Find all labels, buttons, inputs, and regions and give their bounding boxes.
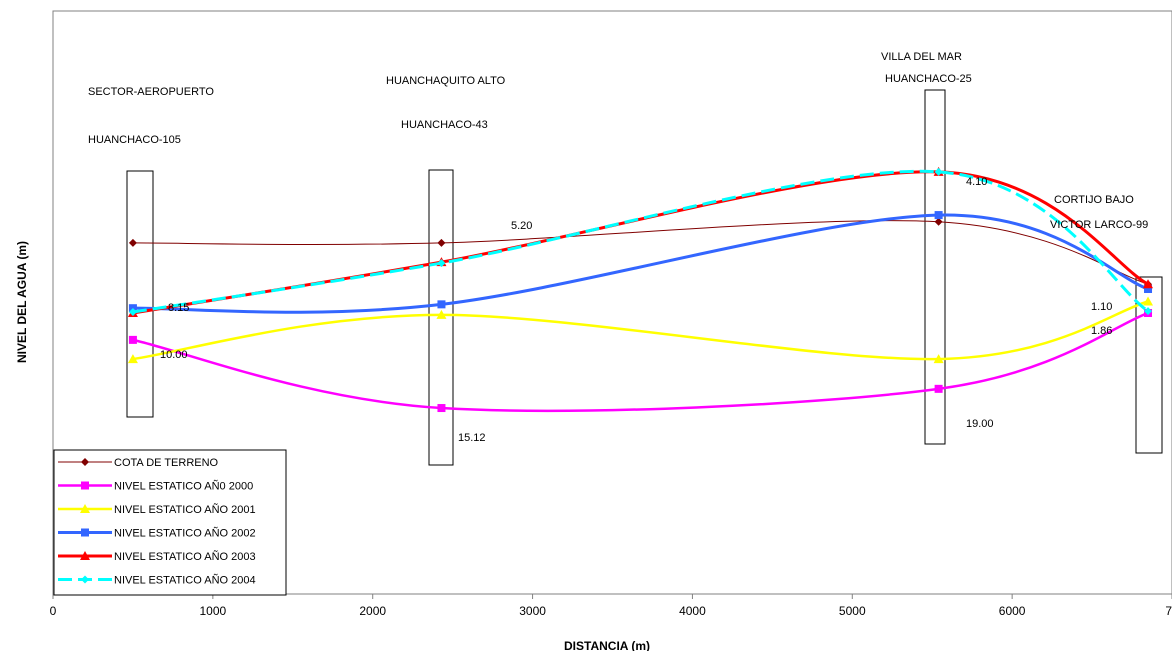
series-line-cota-de-terreno bbox=[132, 220, 1149, 285]
legend-item-nivel-estatico-a-0-2000: NIVEL ESTATICO AÑ0 2000 bbox=[58, 480, 253, 493]
legend-label-nivel-estatico-a-o-2001: NIVEL ESTATICO AÑO 2001 bbox=[114, 503, 256, 516]
data-point-nivel-estatico-a-o-2001-2 bbox=[933, 354, 944, 364]
site-box-villa-del-mar bbox=[924, 89, 946, 445]
data-point-nivel-estatico-a-o-2002-3 bbox=[1144, 285, 1153, 293]
series-line-nivel-estatico-a-0-2000 bbox=[132, 311, 1149, 412]
data-point-nivel-estatico-a-0-2000-1 bbox=[437, 404, 446, 413]
legend-label-nivel-estatico-a-o-2003: NIVEL ESTATICO AÑO 2003 bbox=[114, 550, 256, 563]
data-label-19-00: 19.00 bbox=[966, 418, 994, 430]
annotation-site3-name: VILLA DEL MAR bbox=[881, 51, 962, 63]
data-point-nivel-estatico-a-0-2000-2 bbox=[934, 384, 943, 393]
legend-label-nivel-estatico-a-o-2002: NIVEL ESTATICO AÑO 2002 bbox=[114, 527, 256, 540]
annotation-site1-name: SECTOR-AEROPUERTO bbox=[88, 86, 214, 98]
data-point-nivel-estatico-a-o-2004-0 bbox=[128, 308, 137, 317]
data-label-1-10: 1.10 bbox=[1091, 301, 1112, 313]
x-tick-label: 5000 bbox=[839, 604, 866, 618]
legend-item-cota-de-terreno: COTA DE TERRENO bbox=[58, 457, 219, 469]
data-point-nivel-estatico-a-o-2003-3 bbox=[1143, 279, 1154, 289]
legend-label-nivel-estatico-a-0-2000: NIVEL ESTATICO AÑ0 2000 bbox=[114, 480, 253, 493]
data-point-nivel-estatico-a-o-2002-2 bbox=[934, 211, 943, 220]
legend-marker-nivel-estatico-a-o-2004 bbox=[81, 575, 89, 584]
data-point-nivel-estatico-a-o-2004-2 bbox=[934, 167, 943, 176]
series-line-nivel-estatico-a-o-2004 bbox=[132, 169, 1149, 314]
data-point-cota-de-terreno-0 bbox=[128, 238, 137, 247]
data-label-4-10: 4.10 bbox=[966, 176, 987, 188]
legend-marker-cota-de-terreno bbox=[81, 458, 89, 466]
x-tick-label: 4000 bbox=[679, 604, 706, 618]
annotation-site4-name: CORTIJO BAJO bbox=[1054, 194, 1134, 206]
site-box-huanchaquito bbox=[428, 169, 454, 466]
legend-marker-nivel-estatico-a-0-2000 bbox=[81, 481, 89, 490]
data-point-nivel-estatico-a-o-2002-1 bbox=[437, 300, 446, 309]
legend-label-cota-de-terreno: COTA DE TERRENO bbox=[114, 457, 219, 469]
annotation-site2-name: HUANCHAQUITO ALTO bbox=[386, 75, 506, 87]
legend-label-nivel-estatico-a-o-2004: NIVEL ESTATICO AÑO 2004 bbox=[114, 574, 256, 587]
series-nivel-estatico-a-o-2001 bbox=[127, 296, 1154, 364]
data-point-nivel-estatico-a-o-2004-3 bbox=[1144, 307, 1153, 316]
legend-item-nivel-estatico-a-o-2001: NIVEL ESTATICO AÑO 2001 bbox=[58, 503, 256, 516]
data-point-nivel-estatico-a-o-2001-0 bbox=[127, 354, 138, 364]
legend-marker-nivel-estatico-a-o-2002 bbox=[81, 528, 89, 537]
data-label-8-15: 8.15 bbox=[168, 302, 189, 314]
site-box-cortijo bbox=[1135, 276, 1163, 454]
legend-item-nivel-estatico-a-o-2002: NIVEL ESTATICO AÑO 2002 bbox=[58, 527, 256, 540]
data-label-1-86: 1.86 bbox=[1091, 325, 1112, 337]
data-point-cota-de-terreno-1 bbox=[437, 238, 446, 247]
annotation-site4-well: VICTOR LARCO-99 bbox=[1050, 219, 1148, 231]
series-line-nivel-estatico-a-o-2002 bbox=[132, 213, 1149, 314]
legend-marker-nivel-estatico-a-o-2001 bbox=[80, 504, 90, 513]
legend-item-nivel-estatico-a-o-2004: NIVEL ESTATICO AÑO 2004 bbox=[58, 574, 256, 587]
site-box-aeropuerto bbox=[126, 170, 154, 418]
series-nivel-estatico-a-o-2004 bbox=[128, 167, 1153, 317]
x-tick-label: 70 bbox=[1165, 604, 1172, 618]
annotation-site2-well: HUANCHACO-43 bbox=[401, 119, 488, 131]
x-axis-title: DISTANCIA (m) bbox=[564, 639, 650, 651]
legend-item-nivel-estatico-a-o-2003: NIVEL ESTATICO AÑO 2003 bbox=[58, 550, 256, 563]
annotation-site1-well: HUANCHACO-105 bbox=[88, 134, 181, 146]
x-tick-label: 0 bbox=[50, 604, 57, 618]
legend-marker-nivel-estatico-a-o-2003 bbox=[80, 551, 90, 560]
x-tick-label: 1000 bbox=[200, 604, 227, 618]
legend: COTA DE TERRENO NIVEL ESTATICO AÑ0 2000 NI… bbox=[58, 457, 256, 587]
annotation-site3-well: HUANCHACO-25 bbox=[885, 73, 972, 85]
data-point-nivel-estatico-a-0-2000-0 bbox=[128, 335, 137, 344]
data-point-nivel-estatico-a-o-2001-3 bbox=[1143, 296, 1154, 306]
series-line-nivel-estatico-a-o-2001 bbox=[132, 300, 1149, 361]
data-label-10-00: 10.00 bbox=[160, 349, 188, 361]
x-tick-label: 3000 bbox=[519, 604, 546, 618]
data-point-cota-de-terreno-2 bbox=[934, 217, 943, 226]
x-tick-label: 2000 bbox=[359, 604, 386, 618]
series-layer bbox=[127, 166, 1154, 413]
data-point-nivel-estatico-a-o-2001-1 bbox=[436, 309, 447, 319]
data-label-5-20: 5.20 bbox=[511, 220, 532, 232]
y-axis-title: NIVEL DEL AGUA (m) bbox=[15, 241, 29, 363]
data-point-nivel-estatico-a-o-2004-1 bbox=[437, 259, 446, 268]
x-axis: 0 1000 2000 3000 4000 5000 6000 70 bbox=[50, 594, 1172, 618]
x-tick-label: 6000 bbox=[999, 604, 1026, 618]
data-label-15-12: 15.12 bbox=[458, 432, 486, 444]
legend-box bbox=[53, 449, 287, 596]
